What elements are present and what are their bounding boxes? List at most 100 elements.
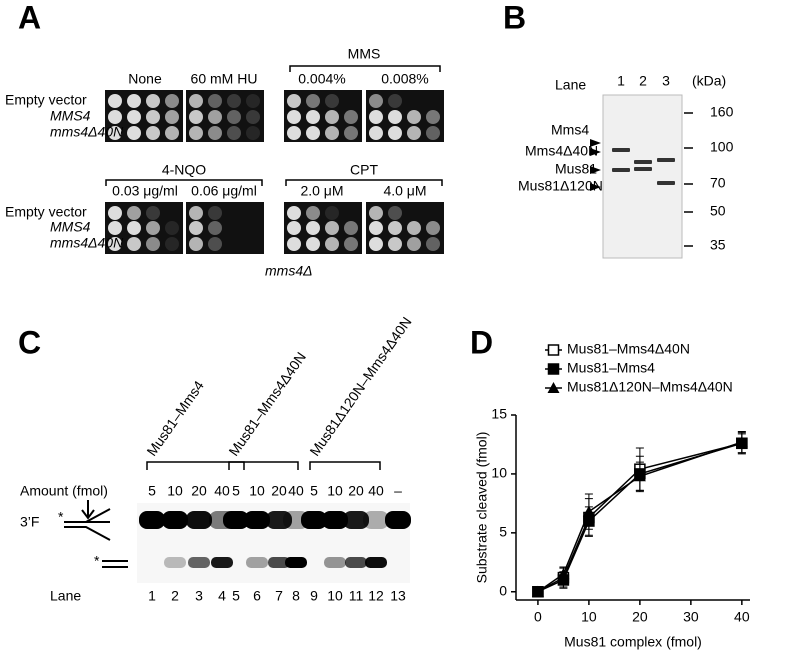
marker-label: 50 [710,203,726,219]
protein-band [657,181,675,185]
colony-spot [369,237,383,251]
colony-spot [208,221,222,235]
colony-spot [325,94,339,108]
product-band [188,557,210,568]
colony-spot [189,94,203,108]
substrate-band [139,511,165,529]
row-label: Empty vector [5,92,87,108]
colony-spot [287,94,301,108]
colony-spot [146,110,160,124]
row-label: Empty vector [5,204,87,220]
column-header: None [128,71,162,87]
lane-number: 7 [275,588,283,604]
colony-spot [325,221,339,235]
column-header: 2.0 μM [300,183,343,199]
colony-spot [108,206,122,220]
protein-band [657,158,675,162]
colony-spot [388,221,402,235]
x-tick-label: 30 [683,609,699,625]
legend-marker [547,363,560,375]
protein-band [634,167,652,171]
legend-label: Mus81–Mms4 [567,360,655,376]
colony-spot [146,206,160,220]
product-band [365,557,387,568]
colony-spot [208,110,222,124]
colony-spot [306,237,320,251]
star-label: * [94,553,100,569]
amount-label: 40 [368,483,384,499]
x-tick-label: 20 [632,609,648,625]
colony-spot [127,237,141,251]
data-point [735,436,748,448]
colony-spot [325,237,339,251]
substrate-band [322,511,348,529]
product-band [285,557,307,568]
colony-spot [227,110,241,124]
sample-label: Mus81Δ120N–Mms4Δ40N [306,314,414,459]
amount-label: 10 [327,483,343,499]
lane-number: 2 [171,588,179,604]
colony-spot [246,110,260,124]
lane-number: 5 [232,588,240,604]
substrate-band [301,511,327,529]
lane-title: Lane [50,588,81,604]
colony-spot [426,237,440,251]
colony-spot [208,237,222,251]
group-bracket [105,179,263,186]
substrate-band [223,511,249,529]
colony-spot [246,126,260,140]
colony-spot [108,126,122,140]
colony-spot [325,110,339,124]
group-header: 4-NQO [162,162,206,178]
amount-label: 5 [232,483,240,499]
y-tick-label: 5 [499,524,507,540]
colony-spot [407,221,421,235]
marker-label: 35 [710,237,726,253]
lane-number: 6 [253,588,261,604]
column-header: 4.0 μM [383,183,426,199]
panel-label: C [18,324,41,360]
product-band [345,557,367,568]
unit-label: (kDa) [692,73,726,89]
product-icon [102,560,128,568]
product-band [246,557,268,568]
colony-spot [146,94,160,108]
star-label: * [58,509,64,525]
colony-spot [369,126,383,140]
strain-label: mms4Δ [265,263,313,279]
band-arrow [590,139,601,147]
colony-spot [388,110,402,124]
data-point [633,470,646,482]
colony-spot [165,126,179,140]
colony-spot [426,126,440,140]
protein-band [612,168,630,172]
marker-label: 100 [710,139,734,155]
lane-number: 10 [327,588,343,604]
data-point [557,568,570,580]
sample-label: Mus81–Mms4Δ40N [225,349,309,459]
legend-label: Mus81Δ120N–Mms4Δ40N [567,379,733,395]
amount-label: – [394,483,402,499]
colony-spot [165,110,179,124]
lane-number: 8 [292,588,300,604]
protein-label: Mus81 [555,161,597,177]
x-tick-label: 10 [581,609,597,625]
lane-number: 3 [662,73,670,89]
colony-spot [344,110,358,124]
colony-spot [208,94,222,108]
amount-label: 40 [214,483,230,499]
colony-spot [369,94,383,108]
colony-spot [388,206,402,220]
gel-image [602,94,683,259]
colony-spot [369,221,383,235]
legend-label: Mus81–Mms4Δ40N [567,341,690,357]
colony-spot [208,206,222,220]
colony-spot [108,94,122,108]
colony-spot [388,237,402,251]
colony-spot [287,110,301,124]
amount-label: 40 [288,483,304,499]
colony-spot [306,206,320,220]
substrate-band [266,511,292,529]
colony-spot [369,206,383,220]
